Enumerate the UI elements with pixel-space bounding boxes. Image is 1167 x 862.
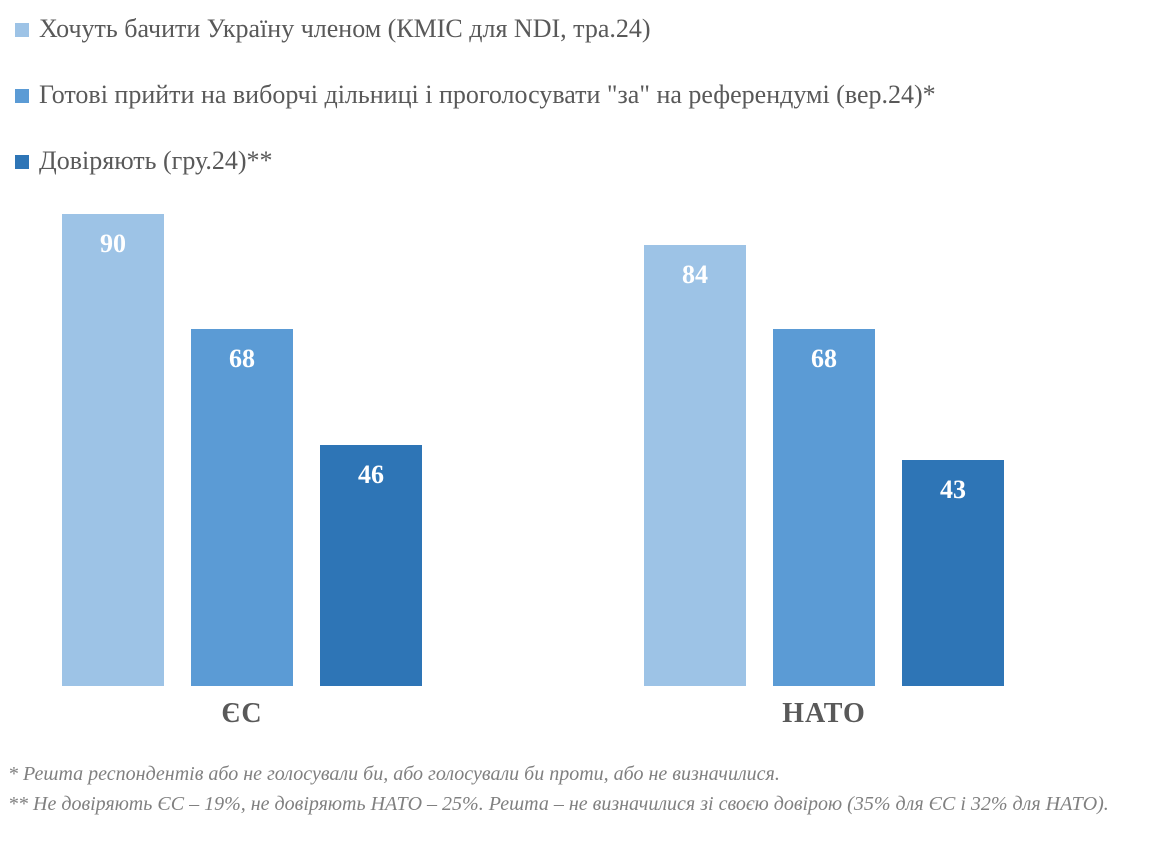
bar-group-НАТО: 84 68 43 (644, 245, 1004, 686)
bar-value-label: 68 (229, 344, 255, 373)
legend-label: Довіряють (гру.24)** (39, 146, 273, 175)
legend-item-membership: Хочуть бачити Україну членом (КМІС для N… (15, 14, 1167, 44)
legend-item-referendum: Готові прийти на виборчі дільниці і прог… (15, 80, 1167, 110)
legend-swatch-medium-blue-icon (15, 89, 29, 103)
legend-label: Готові прийти на виборчі дільниці і прог… (39, 80, 936, 109)
category-label-eu: ЄС (221, 698, 263, 729)
bar: 68 (191, 329, 293, 686)
bar: 68 (773, 329, 875, 686)
legend-swatch-dark-blue-icon (15, 155, 29, 169)
legend-item-trust: Довіряють (гру.24)** (15, 146, 1167, 176)
category-label-nato: НАТО (782, 698, 866, 729)
bar: 43 (902, 460, 1004, 686)
plot-area: 90 68 46 84 68 43 (0, 200, 1167, 686)
chart-legend: Хочуть бачити Україну членом (КМІС для N… (0, 0, 1167, 176)
bar-value-label: 43 (940, 475, 966, 504)
bar-value-label: 68 (811, 344, 837, 373)
bar-group-ЄС: 90 68 46 (62, 214, 422, 686)
category-axis: ЄС НАТО (0, 698, 1167, 738)
bar: 46 (320, 445, 422, 686)
bar: 90 (62, 214, 164, 686)
legend-label: Хочуть бачити Україну членом (КМІС для N… (39, 14, 651, 43)
bar: 84 (644, 245, 746, 686)
footnote-trust: ** Не довіряють ЄС – 19%, не довіряють Н… (8, 793, 1109, 815)
footnote-referendum: * Решта респондентів або не голосували б… (8, 763, 780, 785)
bar-value-label: 84 (682, 260, 708, 289)
bar-value-label: 90 (100, 229, 126, 258)
footnotes: * Решта респондентів або не голосували б… (8, 760, 1160, 819)
bar-value-label: 46 (358, 460, 384, 489)
legend-swatch-light-blue-icon (15, 23, 29, 37)
